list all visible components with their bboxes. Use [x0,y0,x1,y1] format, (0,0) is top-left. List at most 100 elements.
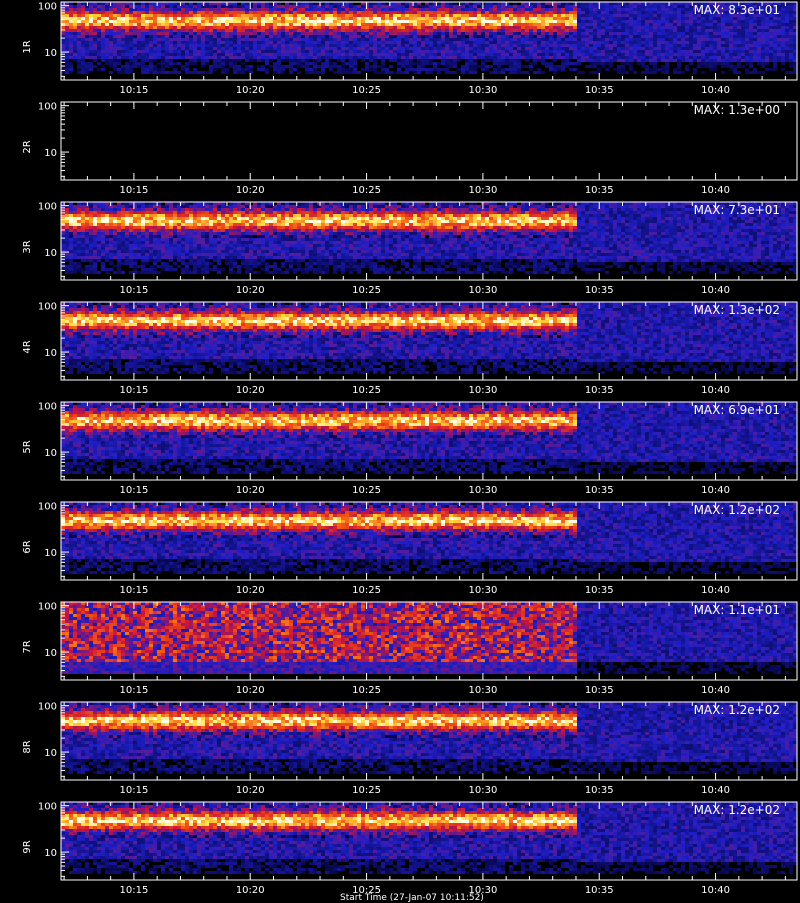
heatmap-cell [113,44,117,47]
heatmap-cell [145,238,149,241]
heatmap-cell [113,11,117,14]
heatmap-cell [109,241,113,244]
heatmap-cell [749,35,753,38]
heatmap-cell [81,35,85,38]
heatmap-cell [213,17,217,20]
heatmap-cell [545,47,549,50]
heatmap-cell [93,38,97,41]
heatmap-cell [129,217,133,220]
heatmap-cell [213,5,217,8]
heatmap-cell [541,56,545,59]
heatmap-cell [217,59,221,62]
heatmap-cell [433,8,437,11]
heatmap-cell [669,8,673,11]
heatmap-cell [481,59,485,62]
heatmap-cell [521,5,525,8]
heatmap-cell [521,47,525,50]
heatmap-cell [365,56,369,59]
heatmap-cell [777,47,781,50]
heatmap-cell [745,71,749,74]
heatmap-cell [137,220,141,223]
heatmap-cell [121,44,125,47]
heatmap-cell [105,268,109,271]
heatmap-cell [545,17,549,20]
heatmap-cell [737,62,741,65]
heatmap-cell [153,268,157,271]
heatmap-cell [185,11,189,14]
heatmap-cell [533,38,537,41]
heatmap-cell [629,53,633,56]
heatmap-cell [573,32,577,35]
heatmap-cell [733,23,737,26]
heatmap-cell [405,41,409,44]
heatmap-cell [265,26,269,29]
heatmap-cell [81,256,85,259]
heatmap-cell [629,35,633,38]
heatmap-cell [321,65,325,68]
heatmap-cell [145,50,149,53]
heatmap-cell [441,11,445,14]
heatmap-cell [545,41,549,44]
heatmap-cell [365,47,369,50]
heatmap-cell [413,32,417,35]
heatmap-cell [301,62,305,65]
heatmap-cell [249,47,253,50]
heatmap-cell [209,8,213,11]
heatmap-cell [329,41,333,44]
heatmap-cell [117,226,121,229]
heatmap-cell [93,247,97,250]
heatmap-cell [117,262,121,265]
heatmap-cell [713,68,717,71]
heatmap-cell [137,50,141,53]
heatmap-cell [361,53,365,56]
heatmap-cell [69,68,73,71]
heatmap-cell [161,8,165,11]
heatmap-cell [437,50,441,53]
heatmap-cell [713,23,717,26]
heatmap-cell [345,17,349,20]
heatmap-cell [289,47,293,50]
heatmap-cell [125,217,129,220]
heatmap-cell [289,50,293,53]
heatmap-cell [73,26,77,29]
heatmap-cell [245,38,249,41]
heatmap-cell [89,253,93,256]
heatmap-cell [657,23,661,26]
heatmap-cell [449,14,453,17]
heatmap-cell [177,253,181,256]
heatmap-cell [201,8,205,11]
heatmap-cell [349,41,353,44]
heatmap-cell [361,35,365,38]
heatmap-cell [529,44,533,47]
heatmap-cell [177,53,181,56]
heatmap-cell [557,11,561,14]
heatmap-cell [153,247,157,250]
heatmap-cell [793,53,797,56]
heatmap-cell [785,20,789,23]
heatmap-cell [737,29,741,32]
heatmap-cell [513,44,517,47]
heatmap-cell [417,50,421,53]
heatmap-cell [413,44,417,47]
heatmap-cell [141,268,145,271]
heatmap-cell [665,50,669,53]
heatmap-cell [149,247,153,250]
heatmap-cell [609,17,613,20]
heatmap-cell [85,41,89,44]
heatmap-cell [761,71,765,74]
heatmap-cell [173,208,177,211]
heatmap-cell [445,17,449,20]
heatmap-cell [417,14,421,17]
heatmap-cell [421,68,425,71]
heatmap-cell [389,44,393,47]
heatmap-cell [493,68,497,71]
heatmap-cell [517,29,521,32]
heatmap-cell [141,23,145,26]
heatmap-cell [269,8,273,11]
heatmap-cell [241,20,245,23]
heatmap-cell [637,8,641,11]
heatmap-cell [409,47,413,50]
heatmap-cell [145,223,149,226]
heatmap-cell [165,44,169,47]
heatmap-cell [665,17,669,20]
